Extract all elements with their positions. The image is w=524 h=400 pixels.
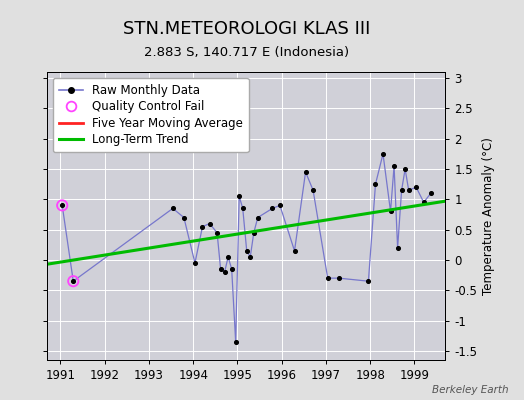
Point [58,202,67,208]
Point [254,214,262,221]
Point [290,248,299,254]
Point [390,163,398,169]
Point [301,169,310,175]
Point [372,181,380,187]
Point [427,190,435,196]
Point [191,260,199,266]
Point [205,220,214,227]
Point [334,275,343,281]
Point [379,151,387,157]
Point [268,205,277,212]
Point [386,208,395,215]
Point [276,202,284,208]
Point [216,266,225,272]
Point [323,275,332,281]
Point [397,187,406,194]
Point [198,224,206,230]
Point [364,278,373,284]
Text: STN.METEOROLOGI KLAS III: STN.METEOROLOGI KLAS III [123,20,370,38]
Point [224,254,232,260]
Point [401,166,409,172]
Point [405,187,413,194]
Point [246,254,255,260]
Legend: Raw Monthly Data, Quality Control Fail, Five Year Moving Average, Long-Term Tren: Raw Monthly Data, Quality Control Fail, … [53,78,249,152]
Point [69,278,78,284]
Y-axis label: Temperature Anomaly (°C): Temperature Anomaly (°C) [482,137,495,295]
Point [235,193,243,200]
Point [243,248,251,254]
Point [420,199,428,206]
Point [180,214,188,221]
Point [412,184,420,190]
Point [221,269,229,275]
Point [249,230,258,236]
Point [213,230,221,236]
Point [227,266,236,272]
Point [238,205,247,212]
Point [232,339,240,345]
Point [169,205,177,212]
Text: 2.883 S, 140.717 E (Indonesia): 2.883 S, 140.717 E (Indonesia) [144,46,349,59]
Point [69,278,78,284]
Point [394,245,402,251]
Point [58,202,67,208]
Text: Berkeley Earth: Berkeley Earth [432,385,508,395]
Point [309,187,318,194]
